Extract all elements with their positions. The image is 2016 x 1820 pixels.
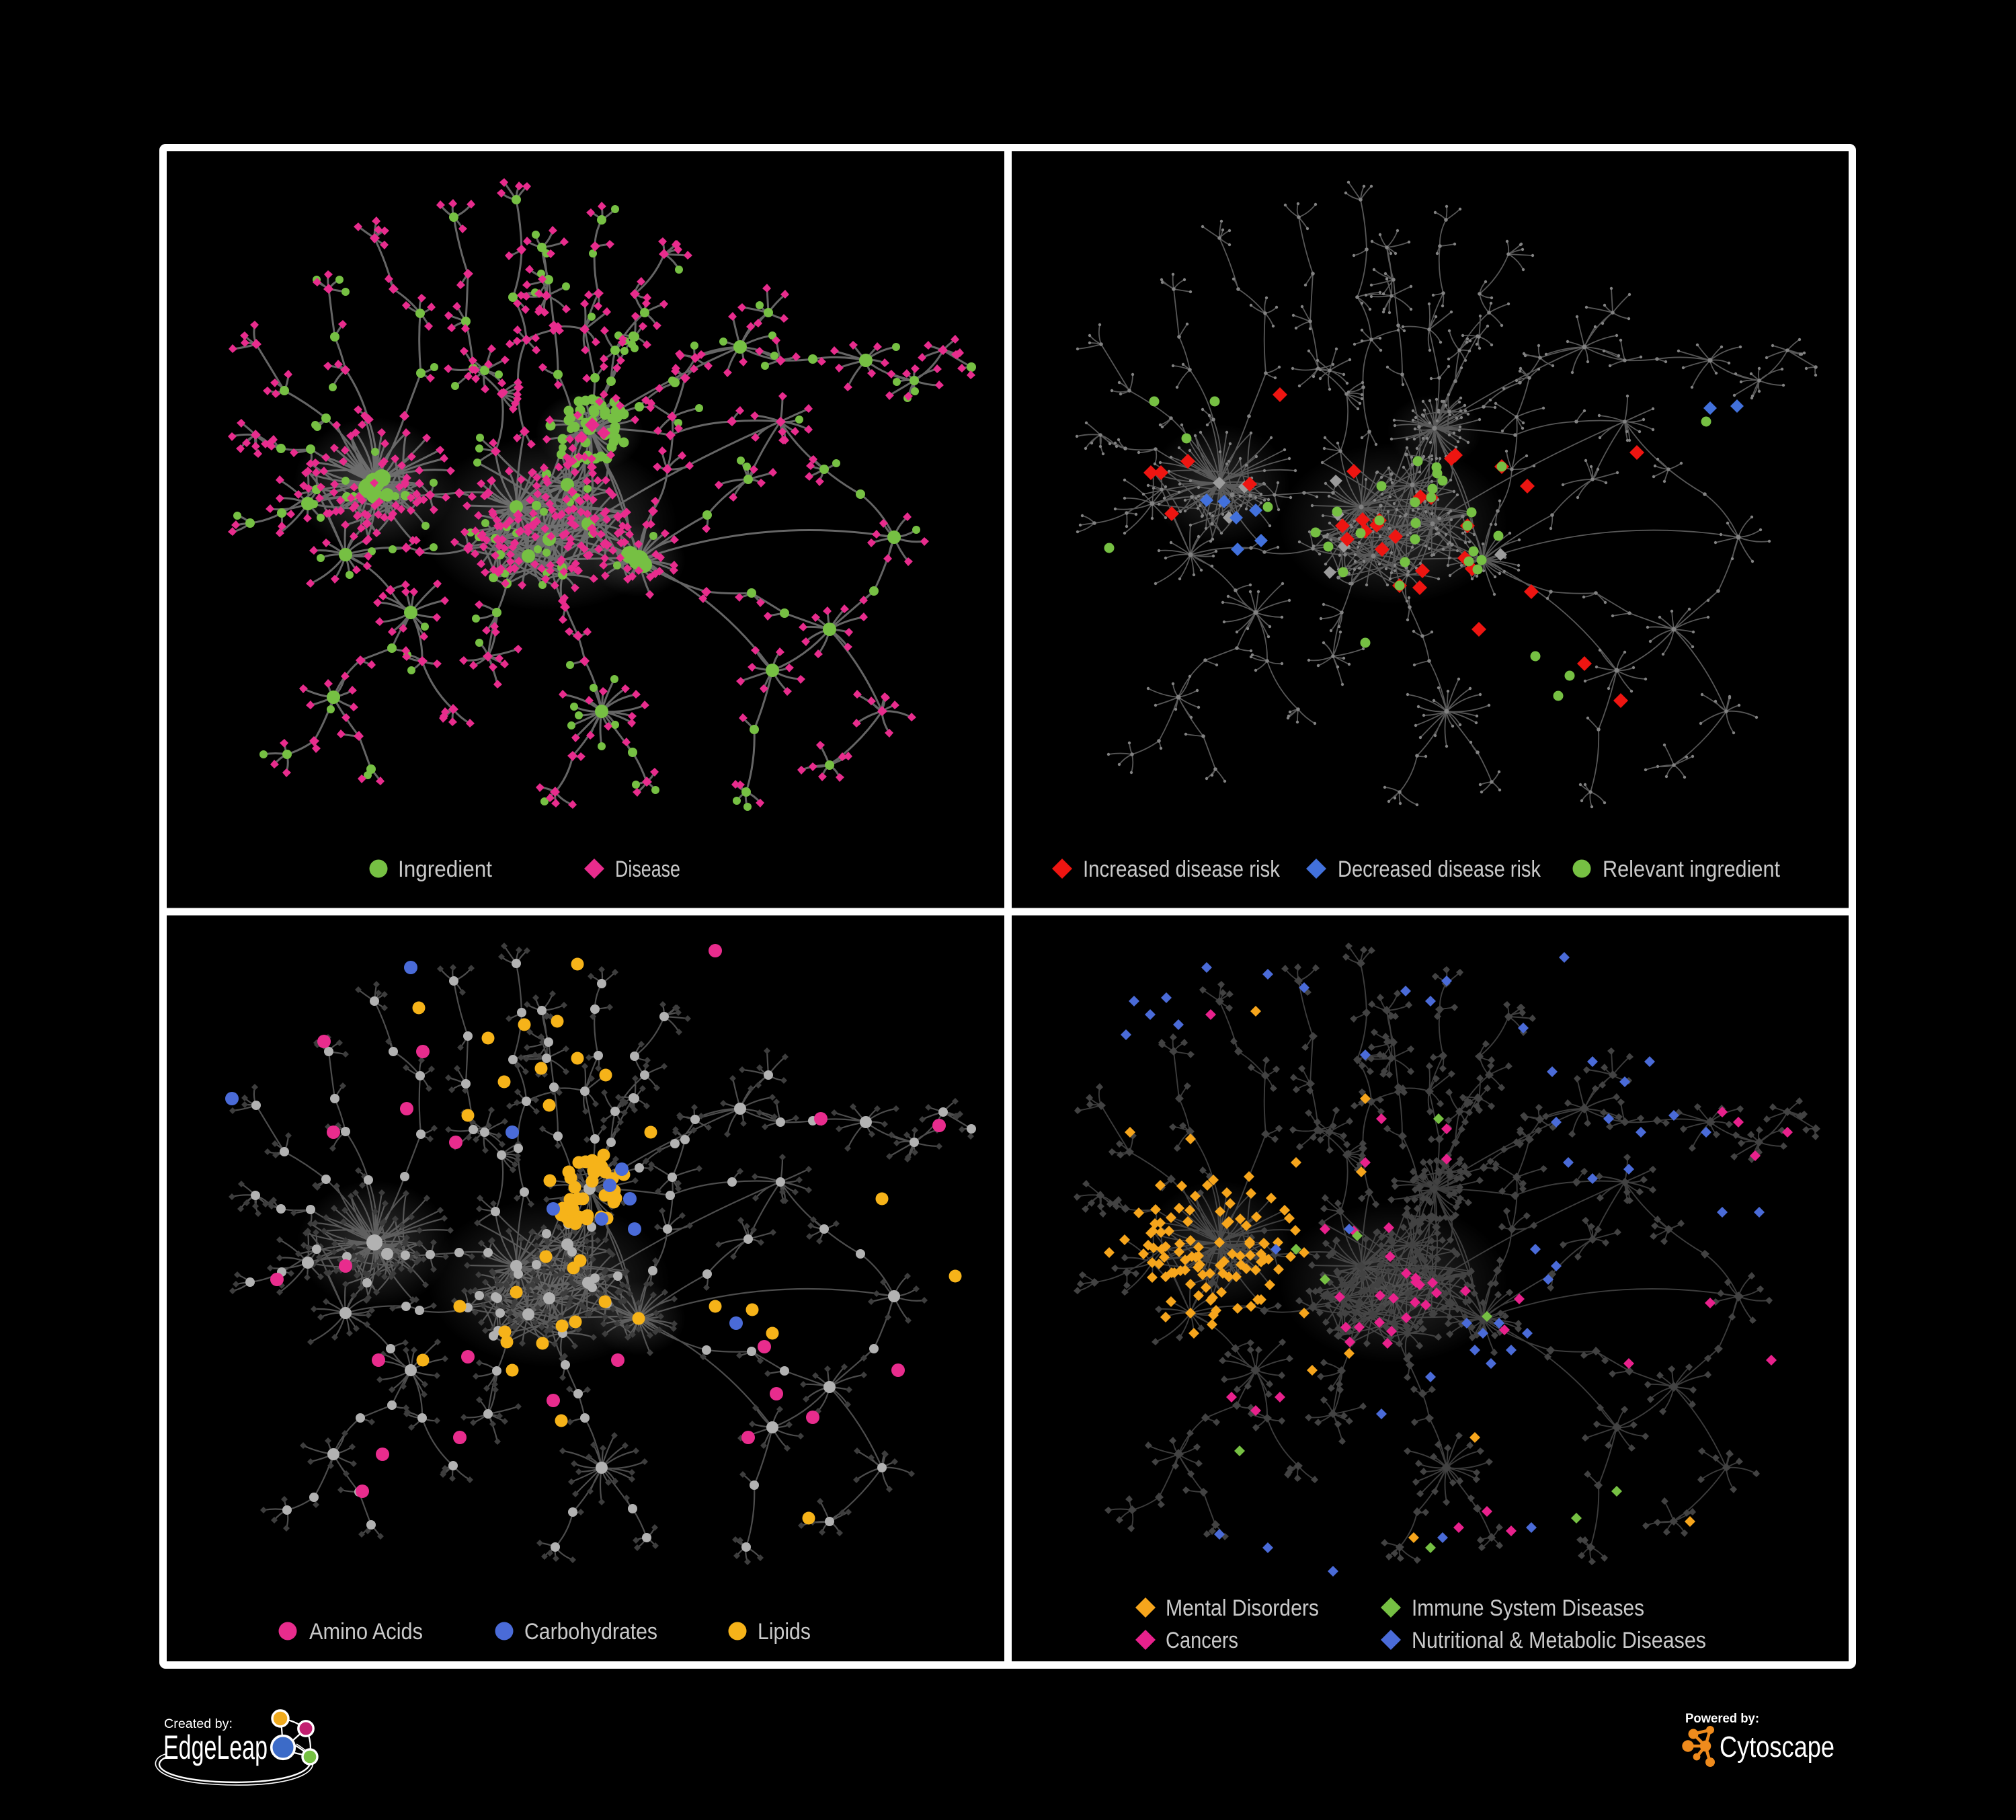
svg-text:Mental Disorders: Mental Disorders [1166, 1595, 1319, 1621]
svg-text:Created by:: Created by: [164, 1717, 233, 1731]
svg-text:Increased disease risk: Increased disease risk [1083, 857, 1281, 882]
svg-text:Cancers: Cancers [1166, 1628, 1238, 1653]
svg-text:Relevant ingredient: Relevant ingredient [1603, 857, 1780, 882]
svg-text:Immune System Diseases: Immune System Diseases [1412, 1595, 1644, 1621]
svg-text:Disease: Disease [615, 857, 680, 882]
svg-text:Carbohydrates: Carbohydrates [524, 1619, 657, 1645]
svg-text:Ingredient: Ingredient [398, 857, 493, 882]
svg-text:Amino Acids: Amino Acids [309, 1619, 423, 1645]
svg-text:Decreased disease risk: Decreased disease risk [1338, 857, 1541, 882]
svg-text:Powered by:: Powered by: [1685, 1712, 1759, 1726]
svg-text:Lipids: Lipids [758, 1619, 811, 1645]
svg-text:EdgeLeap: EdgeLeap [163, 1729, 268, 1766]
svg-text:Cytoscape: Cytoscape [1720, 1731, 1834, 1764]
svg-text:Nutritional & Metabolic Diseas: Nutritional & Metabolic Diseases [1412, 1628, 1706, 1653]
